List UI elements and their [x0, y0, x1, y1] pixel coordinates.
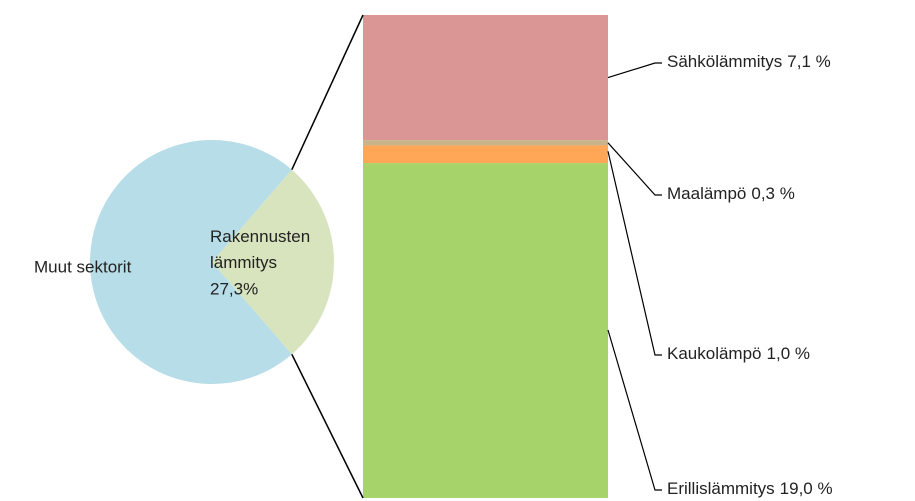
bar-label-value: 19,0 %	[780, 479, 833, 498]
bar-label: Sähkölämmitys 7,1 %	[667, 52, 831, 71]
bar-segment	[363, 15, 608, 141]
pie-value-label: 27,3%	[210, 279, 258, 298]
bar-label: Erillislämmitys 19,0 %	[667, 479, 833, 498]
connector	[291, 353, 364, 499]
bar-label-value: 7,1 %	[787, 52, 830, 71]
leader-line	[607, 151, 662, 356]
leader-line	[607, 62, 662, 79]
pie-slice	[212, 169, 334, 355]
bar-label-name: Kaukolämpö	[667, 344, 762, 363]
bar-label-value: 0,3 %	[751, 184, 794, 203]
bar-label-value: 1,0 %	[767, 344, 810, 363]
bar-segment	[363, 145, 608, 164]
bar-label: Kaukolämpö 1,0 %	[667, 344, 810, 363]
pie-slice	[90, 139, 292, 384]
leader-line	[607, 142, 662, 196]
connector	[291, 14, 364, 171]
bar-segment	[363, 163, 608, 498]
bar-label: Maalämpö 0,3 %	[667, 184, 795, 203]
bar-label-name: Sähkölämmitys	[667, 52, 782, 71]
bar-label-name: Erillislämmitys	[667, 479, 775, 498]
pie-label: Rakennusten lämmitys	[210, 227, 310, 272]
bar-label-name: Maalämpö	[667, 184, 746, 203]
pie-label-line: Rakennusten	[210, 227, 310, 246]
bar-segment	[363, 140, 608, 146]
leader-line	[607, 329, 662, 491]
pie-label-line: lämmitys	[210, 253, 277, 272]
pie-label: Muut sektorit	[34, 257, 132, 276]
